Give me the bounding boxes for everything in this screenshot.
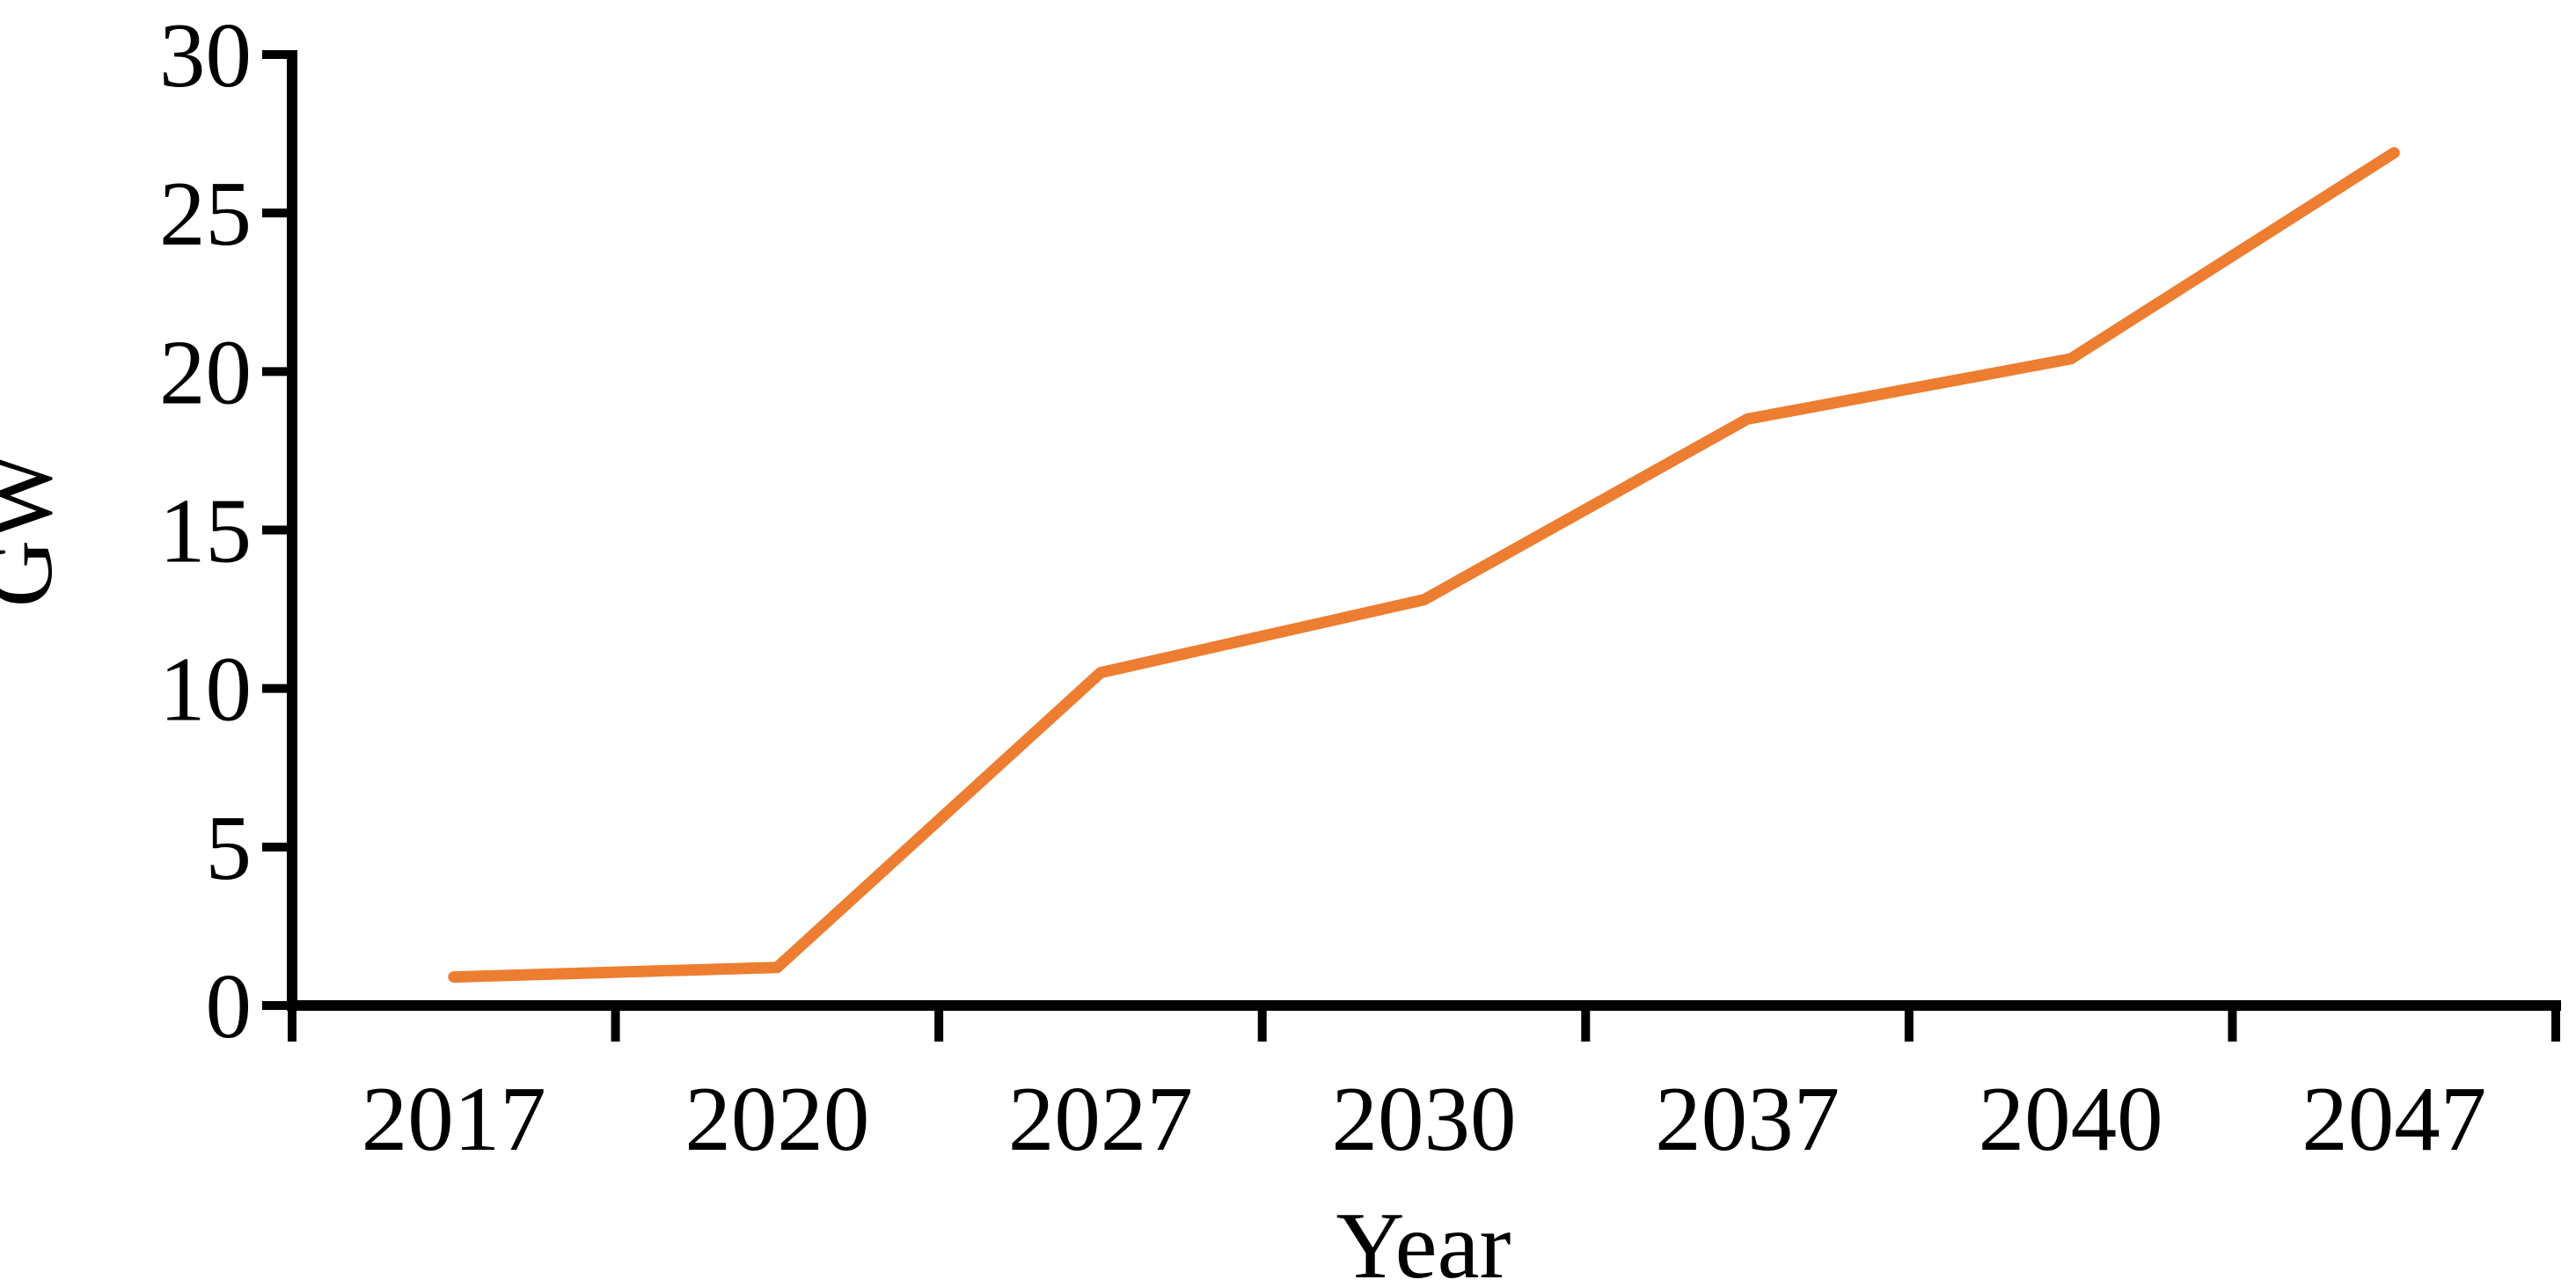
y-axis-title: GW [0, 452, 71, 608]
y-tick-label: 30 [159, 4, 252, 106]
y-tick-label: 15 [159, 479, 252, 582]
x-tick-label: 2047 [2302, 1067, 2486, 1170]
y-tick-label: 0 [206, 954, 252, 1057]
ticks-layer [262, 50, 2560, 1042]
x-tick-label: 2037 [1655, 1067, 1840, 1170]
axes-layer [287, 50, 2561, 1011]
x-axis-title: Year [1336, 1194, 1511, 1287]
y-tick-label: 5 [206, 796, 252, 899]
series-line [448, 147, 2400, 984]
x-tick-label: 2017 [362, 1067, 546, 1170]
y-tick-label: 20 [159, 320, 252, 423]
series-layer [448, 147, 2400, 984]
x-tick-label: 2027 [1008, 1067, 1193, 1170]
y-tick-label: 10 [159, 638, 252, 741]
tick-labels-layer: 0 5 10 15 20 25 30 2017 2020 2027 2030 2037 2040 2047 [159, 4, 2486, 1170]
x-tick-label: 2040 [1979, 1067, 2163, 1170]
x-tick-label: 2020 [684, 1067, 869, 1170]
y-tick-label: 25 [159, 162, 252, 265]
x-tick-label: 2030 [1332, 1067, 1517, 1170]
